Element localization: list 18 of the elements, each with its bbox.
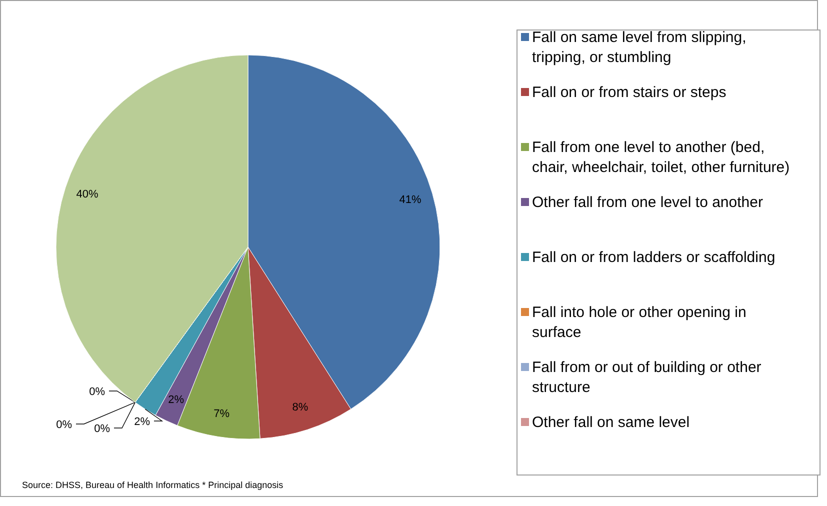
text: 0% xyxy=(56,419,72,431)
legend-label: Fall on or from ladders or scaffolding xyxy=(532,249,776,266)
data-label: 41% xyxy=(399,194,422,206)
legend-label: Fall from one level to another (bed, chair, wheelchair, toilet, other furniture) xyxy=(532,139,790,176)
legend-label: Other fall from one level to another xyxy=(532,194,763,211)
data-label: 40% xyxy=(76,188,99,201)
legend-label: Fall into hole or other opening in surface xyxy=(532,304,746,341)
data-label: 8% xyxy=(292,402,308,414)
data-label: 2% xyxy=(134,416,150,428)
text: 0% xyxy=(94,423,110,435)
text: 0% xyxy=(89,386,105,398)
source-note: Source: DHSS, Bureau of Health Informatics * Principal diagnosis xyxy=(22,480,284,490)
legend-label: Fall on or from stairs or steps xyxy=(532,84,726,101)
data-label: 7% xyxy=(214,408,230,420)
legend-label: Fall on same level from slipping, tripping, or stumbling xyxy=(532,29,746,66)
legend-label: Fall from or out of building or other structure xyxy=(532,359,762,396)
legend-label: Other fall on same level xyxy=(532,414,690,431)
data-label: 2% xyxy=(168,394,184,406)
